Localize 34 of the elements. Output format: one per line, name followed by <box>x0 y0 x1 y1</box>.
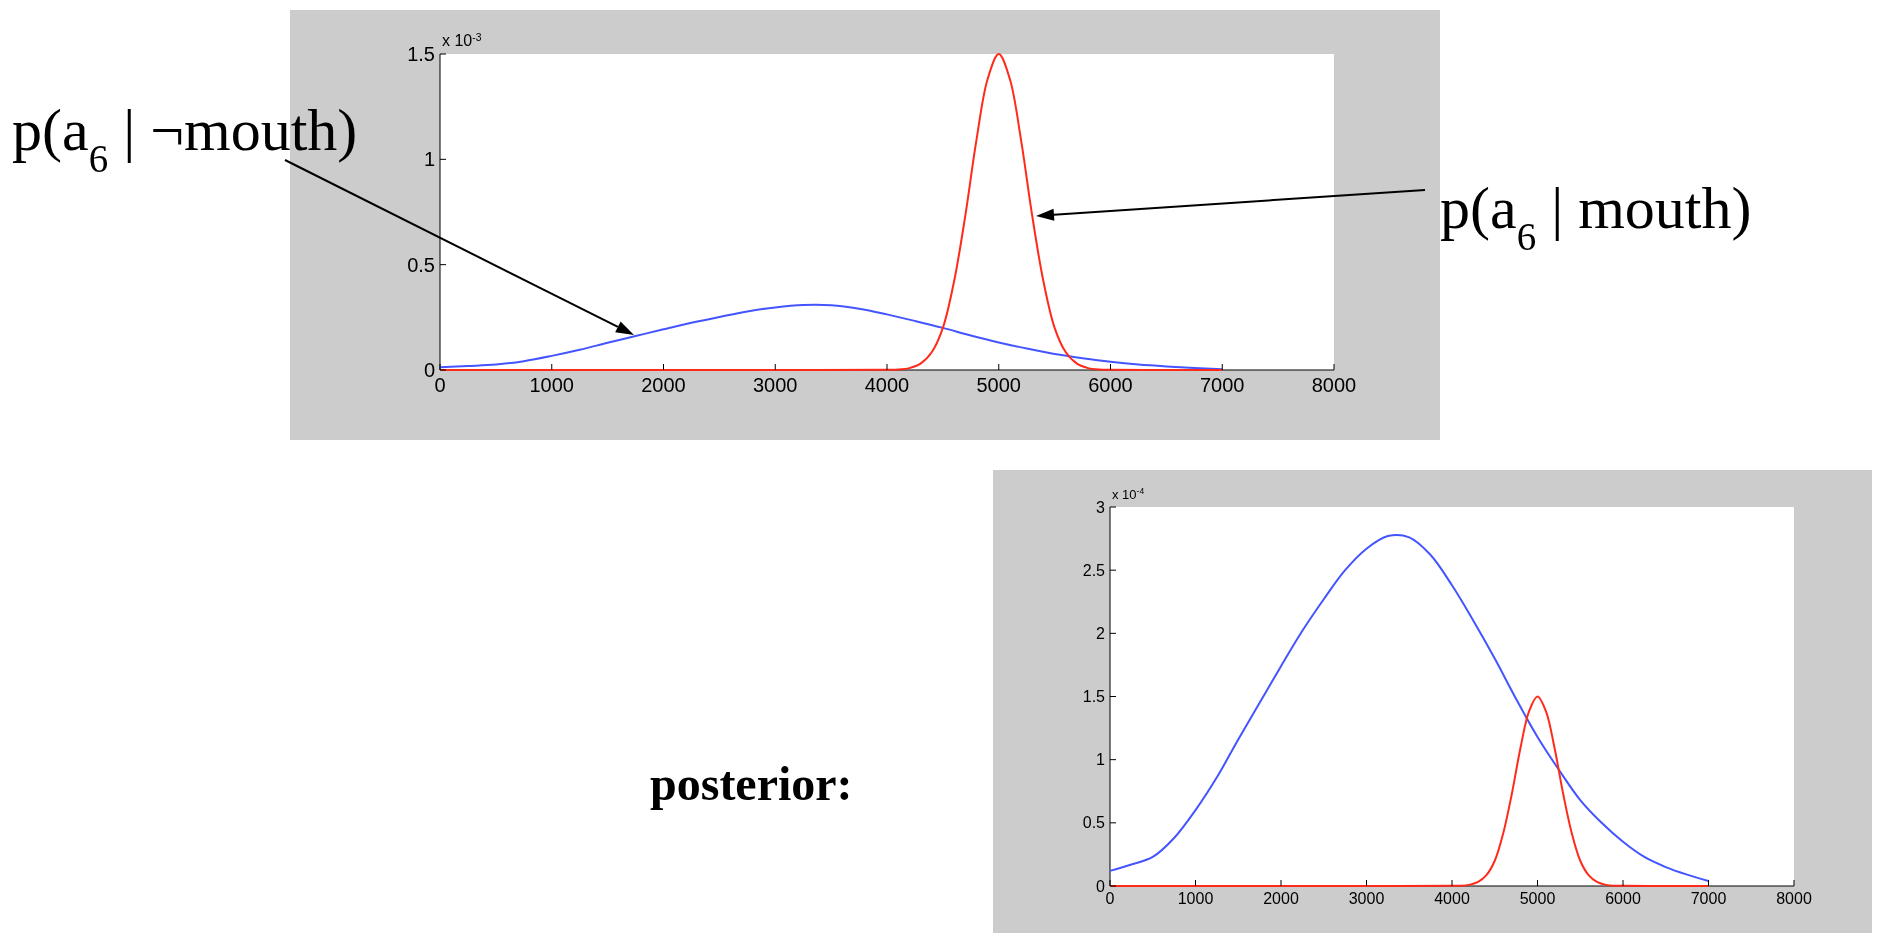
x-tick-label: 8000 <box>1311 374 1357 396</box>
x-tick-label: 1000 <box>529 374 574 396</box>
y-tick-label: 0.5 <box>1082 814 1106 832</box>
x-tick-label: 6000 <box>1088 374 1133 396</box>
x-tick-label: 1000 <box>1177 890 1214 907</box>
x-tick-label: 2000 <box>641 374 686 396</box>
text: p(a$_{6}$ | mouth) <box>1440 175 1752 258</box>
y-tick-label: 2.5 <box>1082 561 1106 579</box>
x-tick-label: 7000 <box>1200 374 1245 396</box>
y-tick-label: 1 <box>423 148 435 171</box>
x-tick-label: 5000 <box>1519 890 1556 907</box>
text: p(a$_{6}$ | ¬mouth) <box>12 97 358 180</box>
x-tick-label: 4000 <box>864 374 910 396</box>
y-tick-label: 1.5 <box>1082 688 1106 706</box>
y-tick-label: 1.5 <box>407 43 435 65</box>
x-tick-label: 3000 <box>753 374 798 396</box>
x-tick-label: 2000 <box>1263 890 1299 907</box>
text: x 10$^{-3}$ <box>442 31 482 49</box>
y-tick-label: 1 <box>1096 751 1106 769</box>
text: x 10$^{-4}$ <box>1112 486 1145 502</box>
x-tick-label: 6000 <box>1605 890 1641 907</box>
y-tick-label: 0 <box>1096 877 1106 895</box>
text: posterior: <box>650 757 853 810</box>
y-tick-label: 0.5 <box>407 253 435 276</box>
y-tick-label: 2 <box>1096 624 1106 642</box>
line-series <box>1109 534 1710 882</box>
x-tick-label: 3000 <box>1348 890 1385 907</box>
line-series <box>439 303 1224 371</box>
x-tick-label: 4000 <box>1434 890 1470 907</box>
x-tick-label: 8000 <box>1776 890 1812 907</box>
x-tick-label: 7000 <box>1690 890 1727 907</box>
x-tick-label: 5000 <box>976 374 1021 396</box>
y-tick-label: 0 <box>423 359 435 381</box>
y-tick-label: 3 <box>1096 498 1106 516</box>
